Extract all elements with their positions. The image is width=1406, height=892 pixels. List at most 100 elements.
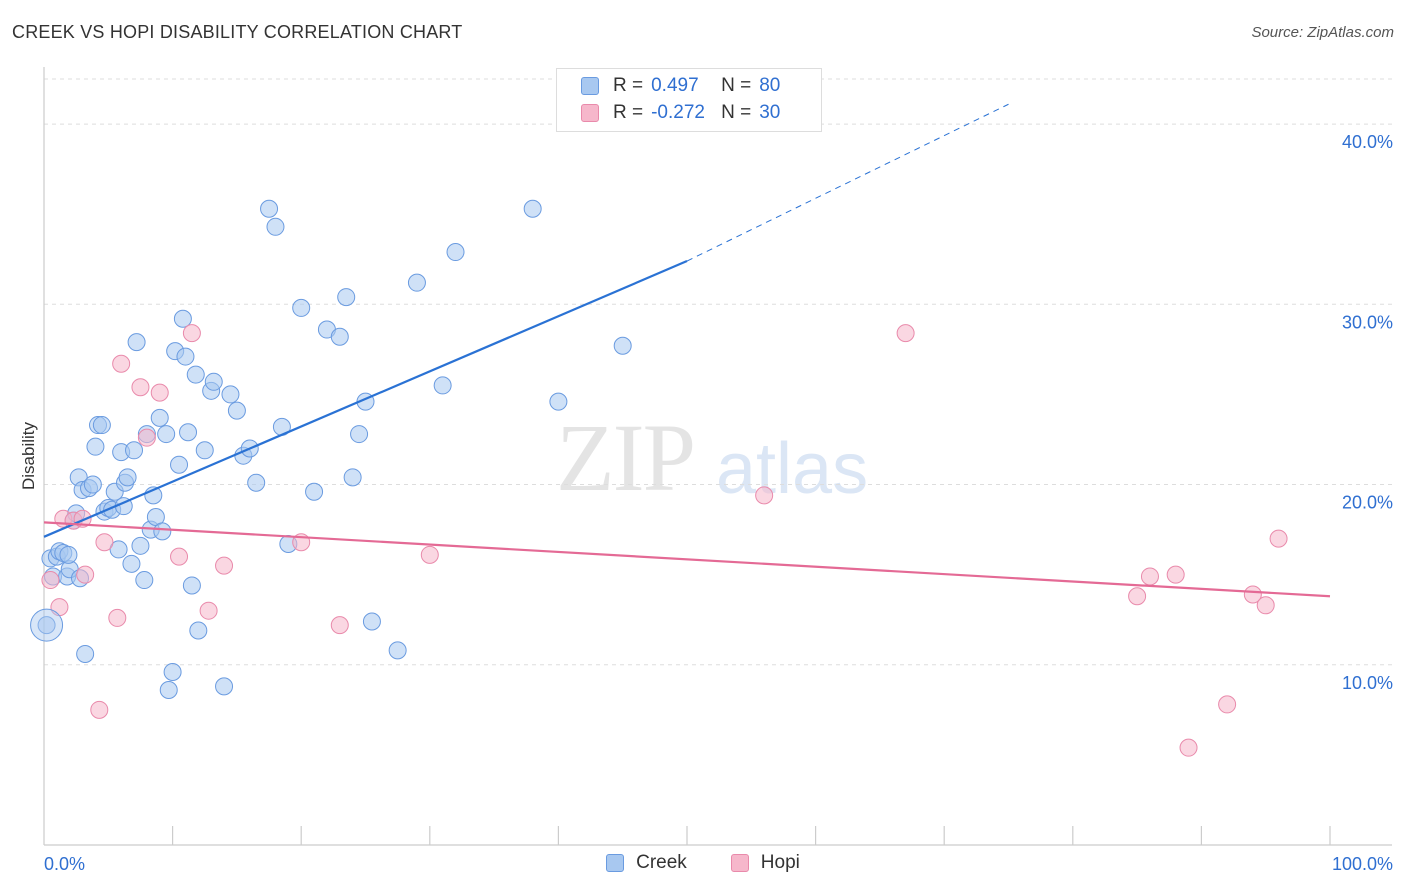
legend-row-hopi: R = -0.272 N = 30 <box>581 100 780 126</box>
hopi-point <box>137 428 156 447</box>
creek-point <box>122 554 141 573</box>
creek-point <box>86 437 105 456</box>
creek-point <box>337 288 356 307</box>
n-label: N = <box>721 75 752 96</box>
correlation-legend: R = 0.497 N = 80 R = -0.272 N = 30 <box>556 68 822 132</box>
series-legend: Creek Hopi <box>0 852 1406 874</box>
hopi-point <box>76 565 95 584</box>
x-tick-label: 100.0% <box>1332 854 1393 874</box>
creek-point <box>305 482 324 501</box>
chart-title: CREEK VS HOPI DISABILITY CORRELATION CHA… <box>12 22 463 42</box>
creek-point <box>204 372 223 391</box>
r-label: R = <box>613 75 644 96</box>
source-label: Source: ZipAtlas.com <box>1251 24 1394 41</box>
creek-swatch <box>606 854 625 872</box>
creek-point <box>189 621 208 640</box>
hopi-point <box>1269 529 1288 548</box>
creek-point <box>37 616 56 635</box>
creek-point <box>227 401 246 420</box>
creek-point <box>195 441 214 460</box>
creek-point <box>407 273 426 292</box>
creek-point <box>549 392 568 411</box>
creek-point <box>127 333 146 352</box>
hopi-point <box>1166 565 1185 584</box>
creek-point <box>109 540 128 559</box>
creek-point <box>125 441 144 460</box>
hopi-point <box>1179 738 1198 757</box>
creek-point <box>260 199 279 218</box>
creek-point <box>388 641 407 660</box>
creek-point <box>150 408 169 427</box>
creek-point <box>173 309 192 328</box>
hopi-point <box>182 324 201 343</box>
creek-point <box>163 662 182 681</box>
hopi-point <box>215 556 234 575</box>
creek-point <box>153 522 172 541</box>
y-tick-label: 30.0% <box>1342 312 1393 332</box>
creek-point <box>59 545 78 564</box>
y-axis-label: Disability <box>19 421 38 490</box>
creek-point <box>247 473 266 492</box>
creek-point <box>266 217 285 236</box>
creek-trend-line <box>43 260 688 538</box>
hopi-point <box>112 354 131 373</box>
r-value: -0.272 <box>651 102 705 123</box>
legend-label-creek: Creek <box>636 852 687 873</box>
hopi-point <box>896 324 915 343</box>
n-value: 80 <box>759 75 781 96</box>
creek-point <box>446 243 465 262</box>
watermark-zip: ZIP <box>556 404 696 511</box>
hopi-point <box>1243 585 1262 604</box>
hopi-point <box>330 616 349 635</box>
creek-point <box>135 571 154 590</box>
creek-point <box>176 347 195 366</box>
hopi-point <box>1256 596 1275 615</box>
x-tick-label: 0.0% <box>44 854 85 874</box>
hopi-point <box>108 608 127 627</box>
creek-point <box>433 376 452 395</box>
creek-point <box>131 536 150 555</box>
creek-trend-extension <box>686 103 1009 262</box>
y-tick-label: 40.0% <box>1342 132 1393 152</box>
hopi-point <box>1218 695 1237 714</box>
watermark-atlas: atlas <box>716 429 869 509</box>
legend-row-creek: R = 0.497 N = 80 <box>581 73 780 99</box>
hopi-point <box>131 378 150 397</box>
y-tick-label: 10.0% <box>1342 673 1393 693</box>
creek-point <box>92 416 111 435</box>
hopi-point <box>199 601 218 620</box>
hopi-point <box>170 547 189 566</box>
creek-point <box>350 425 369 444</box>
creek-point <box>182 576 201 595</box>
hopi-point <box>1140 567 1159 586</box>
creek-point <box>362 612 381 631</box>
hopi-swatch <box>581 104 599 122</box>
creek-point <box>83 475 102 494</box>
r-label: R = <box>613 102 644 123</box>
creek-point <box>76 644 95 663</box>
n-value: 30 <box>759 102 781 123</box>
legend-item-creek[interactable]: Creek <box>606 852 687 874</box>
creek-point <box>170 455 189 474</box>
hopi-point <box>90 700 109 719</box>
creek-point <box>179 423 198 442</box>
r-value: 0.497 <box>651 75 699 96</box>
hopi-trend-line <box>43 521 1331 598</box>
creek-point <box>157 425 176 444</box>
y-tick-label: 20.0% <box>1342 493 1393 513</box>
hopi-point <box>1128 587 1147 606</box>
creek-point <box>343 468 362 487</box>
legend-label-hopi: Hopi <box>760 852 800 873</box>
creek-point <box>523 199 542 218</box>
creek-point <box>215 677 234 696</box>
hopi-point <box>150 383 169 402</box>
hopi-swatch <box>730 854 749 872</box>
legend-item-hopi[interactable]: Hopi <box>730 852 800 874</box>
creek-point <box>118 468 137 487</box>
creek-point <box>186 365 205 384</box>
creek-point <box>221 385 240 404</box>
creek-point <box>613 336 632 355</box>
hopi-point <box>41 571 60 590</box>
creek-swatch <box>581 77 599 95</box>
